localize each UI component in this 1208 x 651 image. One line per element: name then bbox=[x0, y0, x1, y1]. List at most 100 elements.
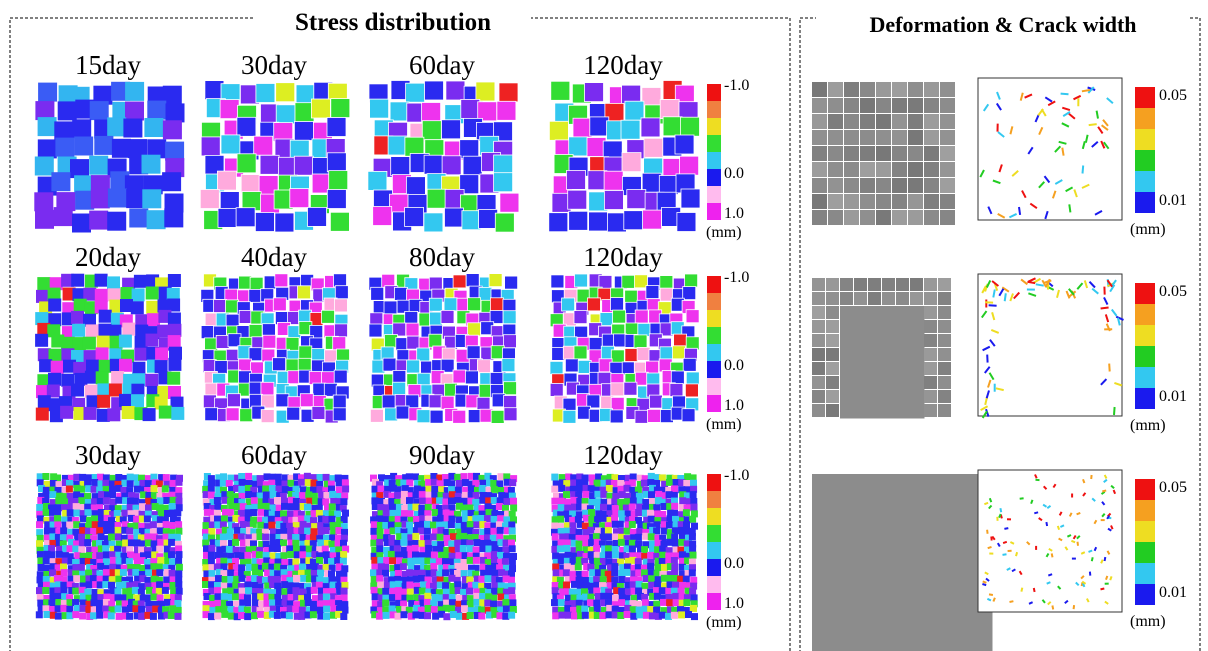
grain bbox=[42, 587, 49, 594]
grain bbox=[479, 485, 486, 492]
grain bbox=[574, 346, 587, 359]
grain bbox=[131, 394, 144, 407]
block bbox=[860, 210, 875, 225]
grain bbox=[54, 515, 61, 522]
grain bbox=[72, 324, 85, 337]
grain bbox=[551, 599, 558, 606]
crack bbox=[1101, 589, 1105, 590]
grain bbox=[251, 612, 258, 619]
grain bbox=[377, 486, 384, 493]
grain bbox=[298, 479, 305, 486]
grain bbox=[599, 612, 606, 619]
grain bbox=[38, 564, 45, 571]
grain bbox=[552, 612, 559, 619]
grain bbox=[202, 581, 209, 588]
grain bbox=[558, 599, 565, 606]
grain bbox=[35, 334, 48, 347]
block bbox=[844, 146, 859, 161]
grain bbox=[43, 509, 50, 516]
grain bbox=[641, 546, 648, 553]
block bbox=[896, 292, 909, 305]
colorbar-label: 0.0 bbox=[724, 555, 744, 572]
crack bbox=[1106, 576, 1107, 580]
crack bbox=[1021, 588, 1022, 592]
block bbox=[910, 292, 923, 305]
crack bbox=[1110, 576, 1111, 580]
grain bbox=[169, 570, 176, 577]
grain bbox=[269, 599, 276, 606]
grain bbox=[371, 287, 384, 300]
grain bbox=[132, 362, 145, 375]
grain bbox=[406, 83, 425, 102]
block bbox=[938, 320, 951, 333]
grain bbox=[73, 510, 80, 517]
grain bbox=[97, 498, 104, 505]
grain bbox=[286, 359, 299, 372]
block bbox=[826, 306, 839, 319]
colorbar-label: 0.05 bbox=[1159, 283, 1187, 300]
grain bbox=[383, 612, 390, 619]
grain bbox=[683, 509, 690, 516]
block bbox=[868, 390, 883, 405]
grain bbox=[97, 395, 110, 408]
grain bbox=[666, 599, 673, 606]
grain bbox=[418, 575, 425, 582]
grain bbox=[670, 384, 683, 397]
block bbox=[892, 178, 907, 193]
grain bbox=[432, 613, 439, 620]
grain bbox=[689, 569, 696, 576]
grain bbox=[115, 576, 122, 583]
grain bbox=[262, 486, 269, 493]
grain bbox=[269, 474, 276, 481]
grain bbox=[641, 583, 648, 590]
grain bbox=[36, 521, 43, 528]
grain bbox=[647, 552, 654, 559]
grain bbox=[256, 551, 263, 558]
grain bbox=[58, 101, 77, 120]
grain bbox=[145, 504, 152, 511]
grain bbox=[147, 101, 166, 120]
grain bbox=[287, 527, 294, 534]
grain bbox=[276, 394, 289, 407]
grain bbox=[395, 613, 402, 620]
grain bbox=[417, 410, 430, 423]
block bbox=[840, 306, 855, 321]
grain bbox=[312, 406, 325, 419]
block bbox=[924, 98, 939, 113]
grain bbox=[401, 611, 408, 618]
block bbox=[924, 320, 937, 333]
grain bbox=[330, 212, 349, 231]
grain bbox=[169, 558, 176, 565]
grain bbox=[642, 599, 649, 606]
grain bbox=[144, 118, 163, 137]
crack bbox=[987, 530, 988, 534]
block bbox=[924, 82, 939, 97]
grain bbox=[682, 409, 695, 422]
block bbox=[892, 130, 907, 145]
block bbox=[882, 362, 897, 377]
grain bbox=[217, 171, 236, 190]
block bbox=[910, 334, 925, 349]
grain bbox=[611, 383, 624, 396]
grain bbox=[70, 159, 89, 178]
grain bbox=[85, 509, 92, 516]
block bbox=[896, 376, 911, 391]
grain bbox=[304, 504, 311, 511]
grain bbox=[648, 491, 655, 498]
block bbox=[924, 210, 939, 225]
grain bbox=[606, 611, 613, 618]
grain bbox=[673, 599, 680, 606]
block bbox=[908, 82, 923, 97]
block bbox=[882, 306, 897, 321]
grain bbox=[304, 528, 311, 535]
grain bbox=[407, 589, 414, 596]
grain bbox=[115, 474, 122, 481]
block bbox=[812, 278, 825, 291]
grain bbox=[126, 613, 133, 620]
colorbar-swatch bbox=[1135, 479, 1155, 500]
block bbox=[882, 278, 895, 291]
grain bbox=[637, 347, 650, 360]
grain bbox=[689, 533, 696, 540]
grain bbox=[144, 533, 151, 540]
grain bbox=[166, 103, 185, 122]
